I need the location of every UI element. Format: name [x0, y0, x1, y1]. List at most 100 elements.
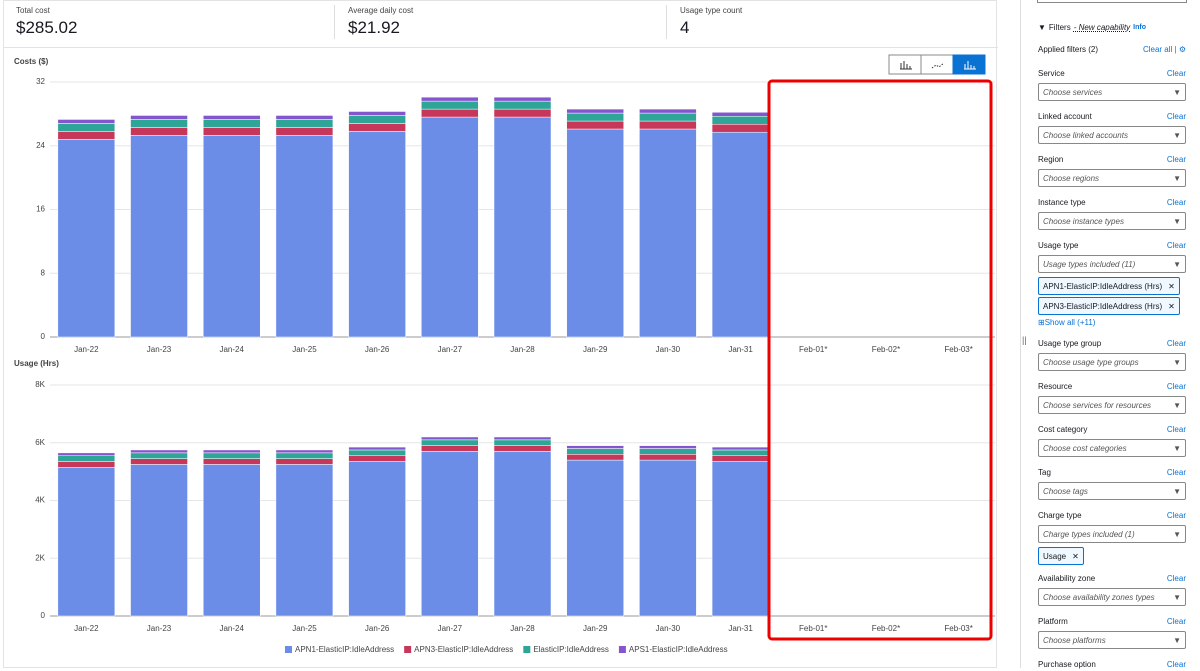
legend-label: APS1-ElasticIP:IdleAddress	[629, 645, 728, 654]
clear-link[interactable]: Clear	[1166, 338, 1186, 348]
show-all-label[interactable]: Show all (+11)	[1044, 318, 1096, 327]
filter-label: Charge type	[1038, 510, 1082, 520]
x-tick-label: Jan-31	[728, 345, 753, 354]
select-placeholder: Choose cost categories	[1043, 443, 1127, 453]
filter-select[interactable]: Choose services for resources ▼	[1038, 396, 1186, 414]
filter-label: Resource	[1038, 381, 1073, 391]
bar-segment	[421, 108, 479, 118]
filter-select[interactable]: Choose regions ▼	[1038, 169, 1186, 187]
filter-group: Tag Clear Choose tags ▼	[1038, 465, 1186, 500]
bar-segment	[493, 439, 552, 446]
filter-select[interactable]: Choose linked accounts ▼	[1038, 126, 1186, 144]
applied-row: Applied filters (2) Clear all | ⚙	[1038, 42, 1186, 56]
chip-remove[interactable]: ✕	[1168, 281, 1175, 291]
dropdown-caret: ▼	[1173, 529, 1181, 539]
filter-label: Usage type group	[1038, 338, 1102, 348]
y-tick-label: 0	[41, 332, 46, 341]
legend-swatch	[404, 646, 412, 653]
x-tick-label: Jan-24	[219, 624, 244, 633]
filter-row: Cost category Clear	[1038, 422, 1186, 436]
bar-segment	[202, 452, 261, 459]
filter-group: Charge type Clear Charge types included (1…	[1038, 508, 1186, 571]
dropdown-caret: ▼	[1173, 259, 1181, 269]
filter-select[interactable]: Choose cost categories ▼	[1038, 439, 1186, 457]
collapse-handle[interactable]: ||	[1022, 335, 1027, 345]
bar-segment	[711, 131, 770, 338]
clear-link[interactable]: Clear	[1166, 111, 1186, 121]
bar-segment	[493, 445, 552, 452]
bar-segment	[639, 120, 697, 130]
filter-group: Usage type group Clear Choose usage type g…	[1038, 336, 1186, 371]
axis-title: Costs ($)	[14, 57, 49, 66]
clear-link[interactable]: Clear	[1166, 424, 1186, 434]
bar-segment	[566, 448, 624, 455]
bar-segment	[130, 458, 188, 465]
filter-label: Availability zone	[1038, 573, 1096, 583]
filter-row: Availability zone Clear	[1038, 571, 1186, 585]
filter-row: Usage type group Clear	[1038, 336, 1186, 350]
stacked-view-button[interactable]	[952, 54, 986, 75]
clear-link[interactable]: Clear	[1166, 197, 1186, 207]
bar-segment	[202, 458, 261, 465]
bar-segment	[348, 115, 406, 124]
filter-select[interactable]: Choose usage type groups ▼	[1038, 353, 1186, 371]
bar-segment	[348, 111, 406, 116]
chip-row: APN1-ElasticIP:IdleAddress (Hrs) ✕	[1038, 277, 1186, 301]
dropdown-caret: ▼	[1173, 635, 1181, 645]
select-placeholder: Choose platforms	[1043, 635, 1106, 645]
clear-link[interactable]: Clear	[1166, 68, 1186, 78]
legend-swatch	[618, 646, 626, 653]
bar-segment	[639, 454, 697, 461]
chip-label: APN3-ElasticIP:IdleAddress (Hrs)	[1043, 301, 1163, 311]
bar-segment	[348, 455, 406, 462]
filter-row: Instance type Clear	[1038, 195, 1186, 209]
bar-segment	[493, 100, 552, 110]
bar-segment	[275, 119, 334, 128]
clear-link[interactable]: Clear	[1166, 510, 1186, 520]
caret: ▼	[1038, 22, 1046, 32]
legend-label: APN3-ElasticIP:IdleAddress	[414, 645, 513, 654]
filter-group: Purchase option Clear	[1038, 657, 1186, 671]
info-link[interactable]: Info	[1133, 23, 1146, 31]
bar-segment	[711, 116, 770, 125]
chip-remove[interactable]: ✕	[1168, 301, 1175, 311]
bar-segment	[711, 449, 770, 456]
filter-select[interactable]: Choose services ▼	[1038, 83, 1186, 101]
filter-label: Platform	[1038, 616, 1068, 626]
summary-label: Average daily cost	[348, 6, 414, 15]
filter-select[interactable]: Usage types included (11) ▼	[1038, 255, 1186, 273]
line-view-button[interactable]	[920, 54, 954, 75]
clear-all-text[interactable]: Clear all	[1142, 44, 1173, 54]
filter-select[interactable]: Choose tags ▼	[1038, 482, 1186, 500]
clear-link[interactable]: Clear	[1166, 381, 1186, 391]
chip-row: APN3-ElasticIP:IdleAddress (Hrs) ✕	[1038, 297, 1186, 321]
clear-all[interactable]: Clear all | ⚙	[1142, 44, 1186, 54]
filter-group: Resource Clear Choose services for resourc…	[1038, 379, 1186, 414]
bar-segment	[57, 139, 116, 338]
summary-count: Usage type count 4	[680, 1, 742, 41]
clear-link[interactable]: Clear	[1166, 573, 1186, 583]
clear-link[interactable]: Clear	[1166, 659, 1186, 669]
clear-link[interactable]: Clear	[1166, 616, 1186, 626]
filter-select[interactable]: Choose platforms ▼	[1038, 631, 1186, 649]
axis-title: Usage (Hrs)	[14, 359, 59, 368]
bar-segment	[639, 448, 697, 455]
filter-select[interactable]: Charge types included (1) ▼	[1038, 525, 1186, 543]
bar-segment	[711, 446, 770, 451]
x-tick-label: Jan-22	[74, 624, 99, 633]
clear-link[interactable]: Clear	[1166, 154, 1186, 164]
bar-segment	[421, 96, 479, 102]
show-all[interactable]: ⊞Show all (+11)	[1038, 318, 1186, 327]
filter-select[interactable]: Choose availability zones types ▼	[1038, 588, 1186, 606]
bar-segment	[639, 108, 697, 114]
filter-group: Cost category Clear Choose cost categories…	[1038, 422, 1186, 457]
filter-group: Instance type Clear Choose instance types ▼	[1038, 195, 1186, 230]
clear-link[interactable]: Clear	[1166, 240, 1186, 250]
filter-select[interactable]: Choose instance types ▼	[1038, 212, 1186, 230]
x-tick-label: Jan-31	[728, 624, 753, 633]
chip-remove[interactable]: ✕	[1072, 551, 1079, 561]
clear-link[interactable]: Clear	[1166, 467, 1186, 477]
bar-view-button[interactable]	[888, 54, 922, 75]
x-tick-label: Jan-23	[147, 624, 172, 633]
bar-segment	[275, 458, 334, 465]
